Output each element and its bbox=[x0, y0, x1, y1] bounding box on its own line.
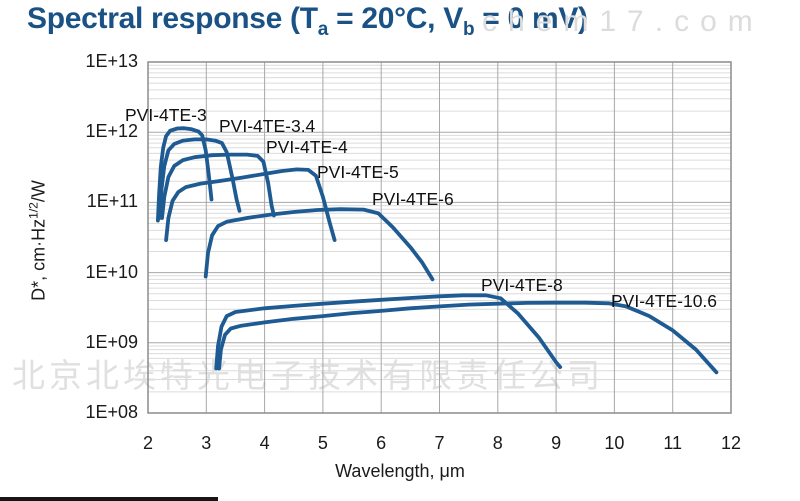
title-sub-b: b bbox=[462, 19, 475, 40]
bottom-crop-bar bbox=[0, 497, 218, 501]
curve-label-PVI-4TE-4: PVI-4TE-4 bbox=[266, 137, 348, 157]
title-part2: = 20°C, V bbox=[328, 2, 463, 35]
curve-PVI-4TE-3.4 bbox=[157, 137, 242, 220]
y-axis-title: D*, cm·Hz1/2/W bbox=[27, 141, 50, 341]
x-tick-label-12: 12 bbox=[720, 433, 742, 453]
curve-label-PVI-4TE-3.4: PVI-4TE-3.4 bbox=[219, 116, 316, 136]
y-tick-label-1E+08: 1E+08 bbox=[85, 402, 138, 422]
curve-label-PVI-4TE-10.6: PVI-4TE-10.6 bbox=[611, 291, 718, 311]
curve-PVI-4TE-8 bbox=[214, 293, 563, 371]
y-tick-label-1E+10: 1E+10 bbox=[85, 261, 138, 282]
x-tick-label-5: 5 bbox=[317, 433, 328, 453]
y-tick-label-1E+11: 1E+11 bbox=[86, 191, 138, 212]
curve-PVI-4TE-3 bbox=[155, 126, 214, 223]
y-title-pre: D*, cm·Hz bbox=[28, 218, 49, 301]
gridlines-minor bbox=[148, 64, 731, 393]
x-tick-label-9: 9 bbox=[551, 433, 562, 453]
title-part3: = 0 mV) bbox=[474, 2, 588, 35]
x-tick-label-4: 4 bbox=[259, 433, 270, 453]
x-tick-label-11: 11 bbox=[663, 433, 683, 453]
x-tick-label-10: 10 bbox=[604, 433, 625, 453]
x-tick-label-8: 8 bbox=[492, 433, 503, 453]
title-part1: Spectral response (T bbox=[27, 2, 318, 35]
series-curves bbox=[155, 126, 719, 375]
curve-PVI-4TE-4 bbox=[160, 152, 276, 220]
curve-label-PVI-4TE-6: PVI-4TE-6 bbox=[372, 189, 454, 209]
x-tick-label-7: 7 bbox=[434, 433, 445, 453]
y-title-post: /W bbox=[28, 180, 49, 203]
y-title-sup: 1/2 bbox=[26, 202, 41, 219]
page-title: Spectral response (Ta = 20°C, Vb = 0 mV) bbox=[27, 2, 588, 39]
title-sub-a: a bbox=[317, 19, 329, 40]
plot-frame bbox=[147, 61, 732, 414]
curve-label-PVI-4TE-8: PVI-4TE-8 bbox=[481, 275, 563, 295]
y-tick-label-1E+09: 1E+09 bbox=[85, 331, 138, 352]
y-tick-label-1E+13: 1E+13 bbox=[85, 51, 138, 71]
x-axis-title: Wavelength, μm bbox=[335, 461, 465, 481]
x-tick-label-2: 2 bbox=[142, 433, 153, 453]
x-tick-label-3: 3 bbox=[201, 433, 212, 453]
curve-label-PVI-4TE-3: PVI-4TE-3 bbox=[125, 105, 207, 125]
curve-PVI-4TE-10.6 bbox=[217, 300, 719, 375]
gridlines-major bbox=[147, 61, 732, 414]
watermark-company: 北京北埃特光电子技术有限责任公司 bbox=[12, 357, 604, 394]
x-tick-label-6: 6 bbox=[376, 433, 387, 453]
watermark-chem17: chem17.com bbox=[482, 5, 764, 38]
curve-PVI-4TE-5 bbox=[164, 167, 337, 243]
curve-label-PVI-4TE-5: PVI-4TE-5 bbox=[317, 162, 399, 182]
y-tick-label-1E+12: 1E+12 bbox=[85, 121, 138, 142]
curve-PVI-4TE-6 bbox=[203, 207, 435, 282]
